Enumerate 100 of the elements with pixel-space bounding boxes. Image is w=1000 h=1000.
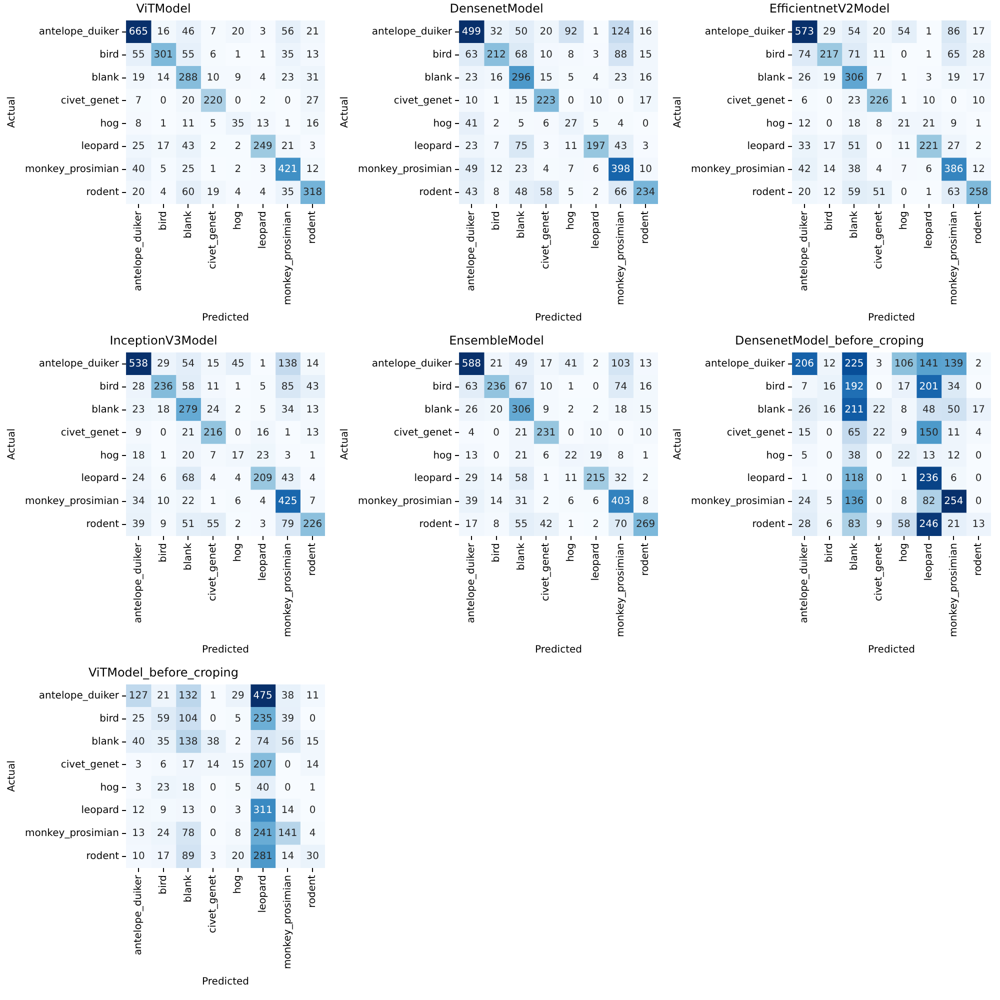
data-label: 5 [801,450,808,462]
x-tick-label: hog [232,874,244,894]
data-label: 118 [844,473,864,484]
data-label: 4 [260,72,266,84]
data-label: 17 [972,404,985,416]
data-label: 21 [306,26,319,38]
data-label: 7 [135,95,142,106]
data-label: 21 [281,141,294,152]
data-label: 88 [614,49,628,60]
data-label: 20 [182,95,195,106]
data-label: 2 [210,141,216,152]
data-label: 39 [132,519,145,530]
data-label: 3 [926,72,932,84]
data-label: 9 [900,427,908,438]
y-tick-label: leopard [414,473,452,484]
x-tick-label: rodent [973,210,984,244]
data-label: 7 [210,450,216,462]
data-label: 1 [284,118,291,130]
x-tick-label: blank [182,542,194,570]
data-label: 11 [564,141,578,152]
data-label: 0 [210,828,216,840]
data-label: 1 [160,450,167,462]
data-label: 14 [306,759,319,770]
data-label: 38 [848,450,861,462]
data-label: 1 [642,450,649,462]
x-tick-label: blank [182,210,194,238]
data-label: 7 [876,72,882,84]
data-label: 26 [798,404,811,416]
data-label: 211 [844,404,864,416]
data-label: 19 [589,450,602,462]
data-label: 75 [514,141,528,152]
data-label: 0 [284,95,291,106]
data-label: 68 [514,49,528,60]
data-label: 8 [900,496,908,508]
data-label: 59 [848,187,861,198]
x-tick-label: civet_genet [540,542,552,602]
data-label: 25 [132,141,145,152]
x-tick-label: blank [848,210,860,238]
x-tick-label: bird [158,874,169,894]
data-label: 7 [568,164,574,176]
data-label: 4 [234,473,242,484]
y-tick-label: blank [92,404,120,416]
data-label: 1 [801,473,808,484]
data-label: 10 [922,95,936,106]
x-tick-label: leopard [257,542,268,581]
data-label: 223 [536,95,556,106]
data-label: 32 [614,473,628,484]
y-tick-label: civet_genet [726,427,786,438]
data-label: 74 [798,49,811,60]
data-label: 0 [568,427,574,438]
data-label: 1 [160,118,167,130]
data-label: 39 [281,713,294,724]
data-label: 538 [128,358,148,370]
chart-title: EnsembleModel [449,333,544,348]
data-label: 2 [234,164,242,176]
y-tick-label: antelope_duiker [372,26,453,38]
data-label: 136 [844,496,864,508]
data-label: 23 [848,95,861,106]
y-tick-label: rodent [86,187,120,198]
x-tick-label: hog [566,210,577,230]
y-tick-label: blank [424,404,452,416]
chart-title: DensenetModel [450,1,544,16]
data-label: 16 [306,118,319,130]
y-tick-label: antelope_duiker [372,358,453,370]
data-label: 1 [210,496,216,508]
data-label: 35 [281,187,294,198]
data-label: 22 [872,427,886,438]
data-label: 34 [947,381,960,392]
data-label: 13 [306,427,319,438]
data-label: 74 [614,381,628,392]
data-label: 241 [253,828,272,840]
data-label: 12 [132,805,145,816]
data-label: 3 [135,759,142,770]
data-label: 588 [462,358,482,370]
y-tick-label: leopard [747,141,786,152]
data-label: 7 [801,381,808,392]
data-label: 38 [206,736,220,748]
x-tick-label: leopard [923,210,934,249]
data-label: 0 [876,450,882,462]
data-label: 220 [204,95,223,106]
data-label: 20 [490,404,503,416]
data-label: 13 [972,519,985,530]
y-tick-label: antelope_duiker [38,690,120,702]
data-label: 20 [872,26,886,38]
data-label: 50 [514,26,528,38]
y-axis-title: Actual [672,428,684,460]
data-label: 8 [876,118,882,130]
data-label: 7 [900,164,908,176]
x-tick-label: civet_genet [208,210,219,270]
data-label: 2 [234,404,242,416]
data-label: 11 [898,141,910,152]
y-axis-title: Actual [340,96,351,128]
data-label: 0 [568,95,574,106]
data-label: 46 [182,26,195,38]
data-label: 13 [306,404,319,416]
data-label: 21 [514,450,528,462]
data-label: 9 [160,519,167,530]
data-label: 4 [160,187,167,198]
y-tick-label: hog [100,450,120,462]
data-label: 22 [182,496,195,508]
